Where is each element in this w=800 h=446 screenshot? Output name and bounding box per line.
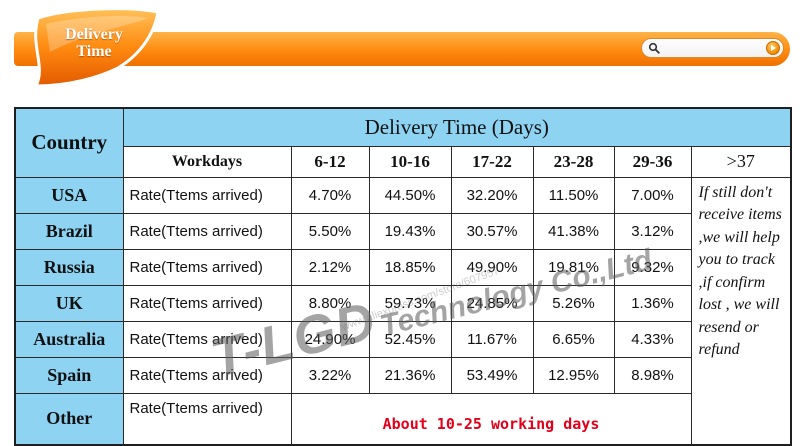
rate-value: 49.90% [450, 248, 534, 286]
table-row: USA Rate(Ttems arrived) 4.70% 44.50% 32.… [14, 176, 792, 446]
rate-label: Rate(Ttems arrived) [122, 212, 292, 250]
table-row: UK Rate(Ttems arrived) 8.80% 59.73% 24.8… [14, 284, 791, 322]
rate-value: 41.38% [532, 212, 615, 250]
day-range-header: 23-28 [532, 145, 615, 178]
rate-value: 52.45% [368, 320, 452, 358]
rate-value: 11.67% [450, 320, 534, 358]
rate-value: 8.80% [290, 284, 370, 322]
delivery-time-badge: Delivery Time [28, 6, 162, 88]
rate-label: Rate(Ttems arrived) [122, 176, 292, 214]
rate-value: 18.85% [368, 248, 452, 286]
table-row: Australia Rate(Ttems arrived) 24.90% 52.… [14, 320, 791, 358]
rate-label: Rate(Ttems arrived) [122, 392, 292, 446]
rate-value: 19.43% [368, 212, 452, 250]
rate-value: 11.50% [532, 176, 615, 214]
badge-shape [33, 7, 160, 88]
country-cell: USA [14, 176, 124, 214]
workdays-header: Workdays [122, 145, 292, 178]
rate-value: 2.12% [290, 248, 370, 286]
rate-value: 5.26% [532, 284, 615, 322]
table-title: Delivery Time (Days) [122, 107, 792, 147]
search-go-button[interactable] [766, 41, 780, 55]
country-cell: Australia [14, 320, 124, 358]
country-cell: Spain [14, 356, 124, 394]
rate-value: 12.95% [532, 356, 615, 394]
rate-label: Rate(Ttems arrived) [122, 320, 292, 358]
badge-line2: Time [76, 43, 112, 60]
rate-value: 30.57% [450, 212, 534, 250]
other-delivery-note: About 10-25 working days [290, 392, 692, 446]
rate-value: 44.50% [368, 176, 452, 214]
delivery-time-table: Country Delivery Time (Days) Workdays 6-… [14, 107, 792, 446]
rate-value: 6.65% [532, 320, 615, 358]
rate-value: 9.32% [613, 248, 692, 286]
day-range-header: 10-16 [368, 145, 452, 178]
rate-value: 3.22% [290, 356, 370, 394]
rate-label: Rate(Ttems arrived) [122, 284, 292, 322]
rate-value: 4.70% [290, 176, 370, 214]
table-row: Other Rate(Ttems arrived) About 10-25 wo… [14, 392, 791, 446]
rate-value: 19.81% [532, 248, 615, 286]
country-header: Country [14, 107, 124, 178]
rate-value: 5.50% [290, 212, 370, 250]
day-range-header: 29-36 [613, 145, 692, 178]
day-range-header: 17-22 [450, 145, 534, 178]
rate-value: 1.36% [613, 284, 692, 322]
rate-label: Rate(Ttems arrived) [122, 248, 292, 286]
rate-value: 21.36% [368, 356, 452, 394]
table-row: Brazil Rate(Ttems arrived) 5.50% 19.43% … [14, 212, 791, 250]
day-range-header: >37 [690, 145, 792, 178]
rate-value: 53.49% [450, 356, 534, 394]
search-icon [648, 42, 660, 54]
table-row: Spain Rate(Ttems arrived) 3.22% 21.36% 5… [14, 356, 791, 394]
search-input[interactable] [641, 38, 784, 58]
badge-line1: Delivery [65, 26, 123, 43]
badge-title: Delivery Time [40, 26, 148, 60]
table-row: Russia Rate(Ttems arrived) 2.12% 18.85% … [14, 248, 791, 286]
rate-value: 24.90% [290, 320, 370, 358]
rate-value: 59.73% [368, 284, 452, 322]
rate-value: 4.33% [613, 320, 692, 358]
day-range-header: 6-12 [290, 145, 370, 178]
rate-label: Rate(Ttems arrived) [122, 356, 292, 394]
side-note: If still don't receive items ,we will he… [690, 176, 792, 446]
country-cell: Russia [14, 248, 124, 286]
rate-value: 7.00% [613, 176, 692, 214]
rate-value: 24.85% [450, 284, 534, 322]
country-cell: Other [14, 392, 124, 446]
rate-value: 32.20% [450, 176, 534, 214]
country-cell: Brazil [14, 212, 124, 250]
rate-value: 8.98% [613, 356, 692, 394]
country-cell: UK [14, 284, 124, 322]
rate-value: 3.12% [613, 212, 692, 250]
